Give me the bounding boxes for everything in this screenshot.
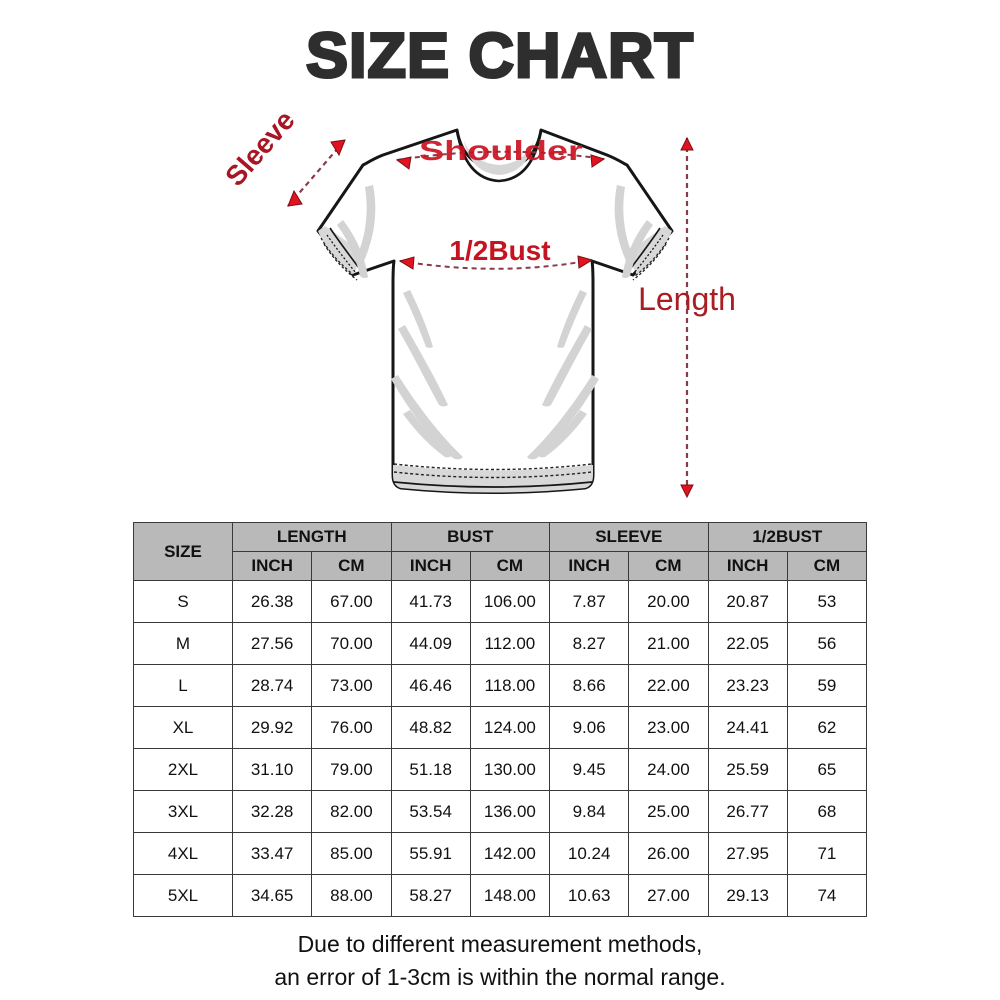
svg-text:Length: Length: [638, 281, 736, 317]
svg-text:Sleeve: Sleeve: [219, 105, 301, 192]
svg-text:Shoulder: Shoulder: [419, 136, 583, 167]
svg-text:1/2Bust: 1/2Bust: [449, 235, 550, 266]
